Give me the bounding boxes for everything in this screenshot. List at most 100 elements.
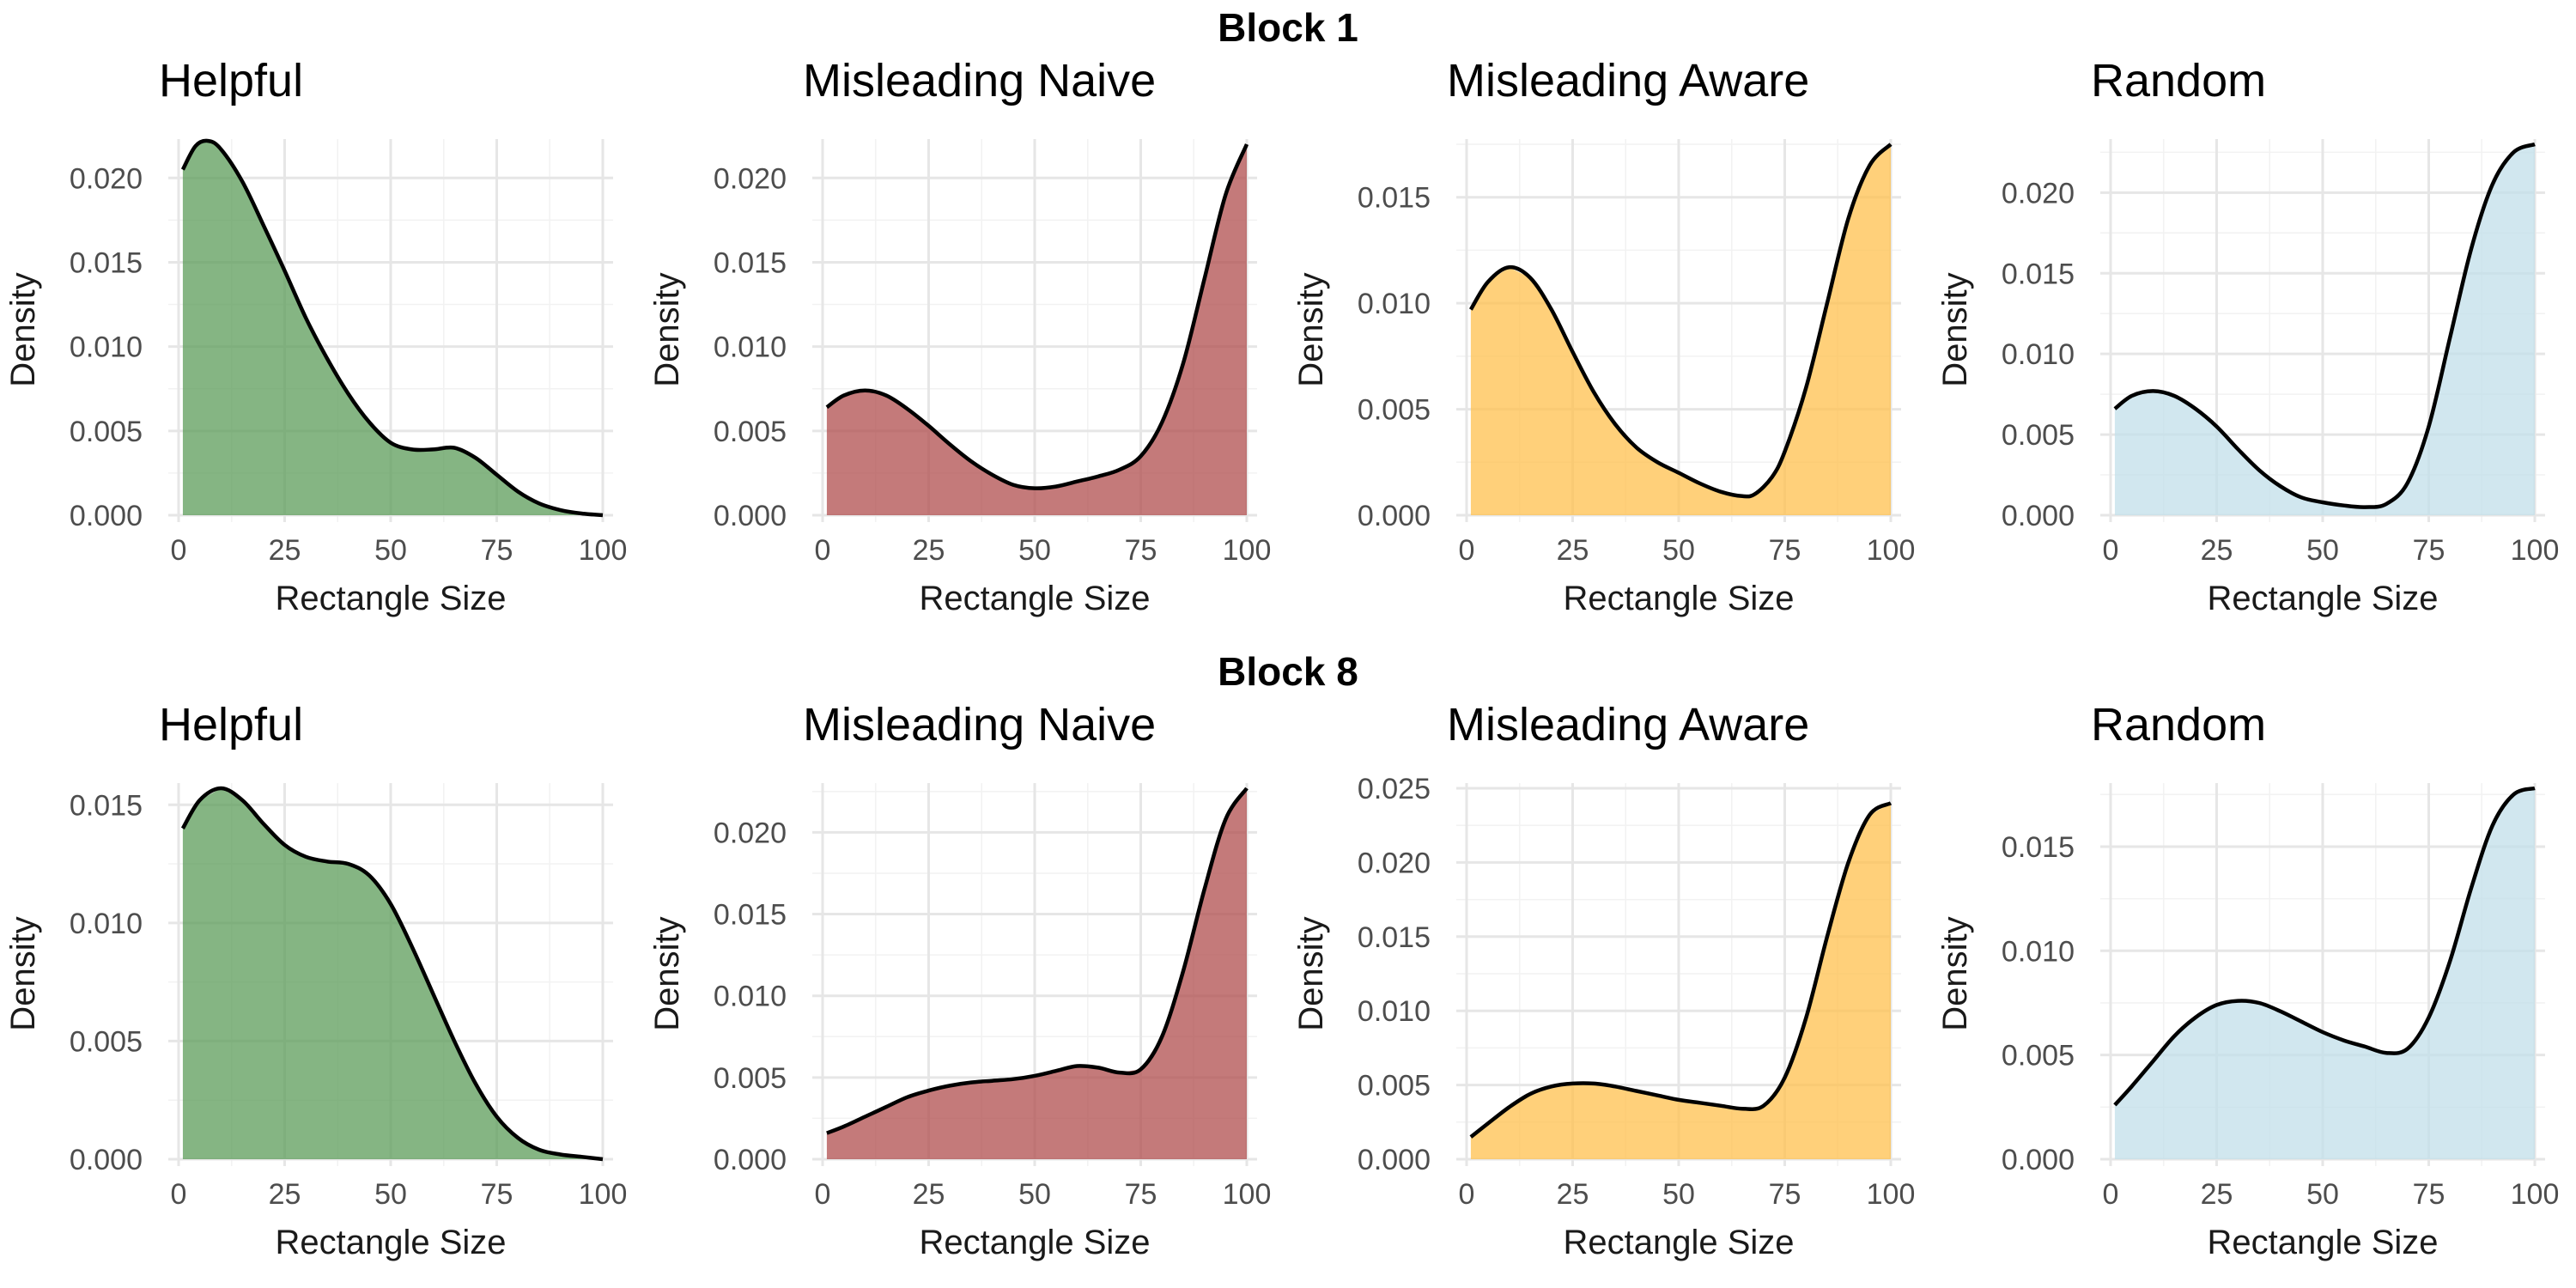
y-tick-label: 0.000: [714, 1144, 787, 1176]
y-tick-label: 0.015: [1358, 921, 1431, 954]
y-tick-label: 0.020: [1358, 847, 1431, 879]
x-tick-label: 25: [2201, 1178, 2233, 1211]
block-title-8: Block 8: [1218, 649, 1358, 694]
y-axis-title: Density: [4, 916, 42, 1030]
x-tick-label: 100: [1867, 1178, 1916, 1211]
block-title-1: Block 1: [1218, 5, 1358, 50]
x-axis-title: Rectangle Size: [1563, 1224, 1794, 1261]
x-tick-label: 100: [579, 534, 628, 567]
y-tick-label: 0.005: [714, 416, 787, 448]
density-area: [2114, 788, 2535, 1159]
x-tick-label: 25: [913, 534, 945, 567]
y-tick-label: 0.025: [1358, 773, 1431, 805]
density-area: [2114, 144, 2535, 515]
panel-block1-misleading-aware: 0 25 50 75 100 0.000 0.005 0.010 0.015 Misleading…: [1292, 55, 1915, 617]
y-tick-label: 0.010: [70, 908, 143, 940]
density-line: [1468, 143, 1893, 499]
density-line: [180, 786, 604, 1162]
y-tick-label: 0.010: [2002, 338, 2075, 371]
panel-block1-random: 0 25 50 75 100 0.000 0.005 0.010 0.015 0.020 Rando…: [1936, 55, 2559, 617]
y-tick-label: 0.000: [1358, 500, 1431, 532]
y-tick-label: 0.015: [2002, 258, 2075, 290]
panel-title: Random: [2091, 55, 2266, 106]
x-tick-label: 25: [1557, 534, 1589, 567]
x-tick-label: 75: [1125, 1178, 1157, 1211]
y-axis-title: Density: [1936, 272, 1974, 386]
y-tick-label: 0.015: [70, 246, 143, 279]
density-line: [180, 138, 604, 518]
y-axis-title: Density: [648, 272, 686, 386]
panel-title: Helpful: [159, 699, 303, 750]
x-tick-label: 0: [171, 534, 187, 567]
x-tick-label: 0: [815, 1178, 831, 1211]
x-axis-title: Rectangle Size: [2207, 580, 2438, 617]
x-tick-label: 100: [1223, 1178, 1272, 1211]
y-tick-label: 0.005: [714, 1062, 787, 1095]
x-tick-label: 100: [579, 1178, 628, 1211]
density-area: [1470, 144, 1891, 515]
y-tick-label: 0.015: [714, 246, 787, 279]
panel-block8-helpful: 0 25 50 75 100 0.000 0.005 0.010 0.015 Helpful Rec…: [4, 699, 627, 1261]
density-area: [826, 144, 1247, 515]
y-tick-label: 0.020: [714, 162, 787, 195]
density-line: [825, 143, 1249, 490]
x-tick-label: 50: [374, 1178, 407, 1211]
x-tick-label: 50: [1018, 534, 1051, 567]
panel-title: Helpful: [159, 55, 303, 106]
x-tick-label: 75: [1769, 534, 1801, 567]
x-tick-label: 25: [269, 534, 301, 567]
y-tick-label: 0.010: [1358, 995, 1431, 1028]
x-tick-label: 25: [1557, 1178, 1589, 1211]
x-tick-label: 50: [1662, 534, 1695, 567]
y-axis-title: Density: [1292, 916, 1330, 1030]
y-axis-title: Density: [1936, 916, 1974, 1030]
y-tick-label: 0.000: [1358, 1144, 1431, 1176]
panel-grid: 0 25 50 75 100 0.000 0.005 0.010 0.015 0.020 Helpf…: [4, 55, 2559, 1261]
y-tick-label: 0.005: [70, 1025, 143, 1058]
panel-block8-misleading-aware: 0 25 50 75 100 0.000 0.005 0.010 0.015 0.020 0.025…: [1292, 699, 1915, 1261]
x-axis-title: Rectangle Size: [275, 1224, 506, 1261]
y-tick-label: 0.010: [714, 331, 787, 364]
x-axis-title: Rectangle Size: [919, 580, 1150, 617]
density-line: [2113, 142, 2536, 509]
y-tick-label: 0.000: [2002, 500, 2075, 532]
y-tick-label: 0.005: [1358, 394, 1431, 427]
y-tick-label: 0.010: [1358, 288, 1431, 320]
y-tick-label: 0.000: [70, 1144, 143, 1176]
x-tick-label: 100: [1223, 534, 1272, 567]
y-axis-title: Density: [648, 916, 686, 1030]
density-area: [182, 788, 603, 1159]
y-tick-label: 0.015: [1358, 182, 1431, 215]
x-tick-label: 0: [1459, 1178, 1475, 1211]
y-tick-label: 0.005: [2002, 1040, 2075, 1072]
x-tick-label: 75: [1769, 1178, 1801, 1211]
density-area: [826, 788, 1247, 1159]
y-tick-label: 0.010: [714, 981, 787, 1013]
y-tick-label: 0.005: [2002, 419, 2075, 452]
x-tick-label: 75: [481, 1178, 513, 1211]
x-tick-label: 0: [2103, 534, 2119, 567]
x-tick-label: 75: [2413, 1178, 2445, 1211]
panel-title: Misleading Aware: [1447, 55, 1809, 106]
y-tick-label: 0.000: [714, 500, 787, 532]
density-line: [1469, 801, 1893, 1139]
panel-title: Misleading Naive: [803, 55, 1156, 106]
x-axis-title: Rectangle Size: [1563, 580, 1794, 617]
density-area: [182, 141, 603, 515]
x-tick-label: 50: [2306, 1178, 2339, 1211]
x-axis-title: Rectangle Size: [275, 580, 506, 617]
y-tick-label: 0.020: [714, 817, 787, 849]
y-tick-label: 0.000: [2002, 1144, 2075, 1176]
panel-block8-random: 0 25 50 75 100 0.000 0.005 0.010 0.015 Random Rect…: [1936, 699, 2559, 1261]
x-tick-label: 50: [374, 534, 407, 567]
density-area: [1470, 803, 1891, 1159]
x-tick-label: 100: [2511, 1178, 2560, 1211]
x-tick-label: 50: [1018, 1178, 1051, 1211]
y-tick-label: 0.005: [70, 416, 143, 448]
x-tick-label: 25: [269, 1178, 301, 1211]
x-tick-label: 75: [2413, 534, 2445, 567]
panel-block8-misleading-naive: 0 25 50 75 100 0.000 0.005 0.010 0.015 0.020 Misle…: [648, 699, 1271, 1261]
x-tick-label: 100: [1867, 534, 1916, 567]
